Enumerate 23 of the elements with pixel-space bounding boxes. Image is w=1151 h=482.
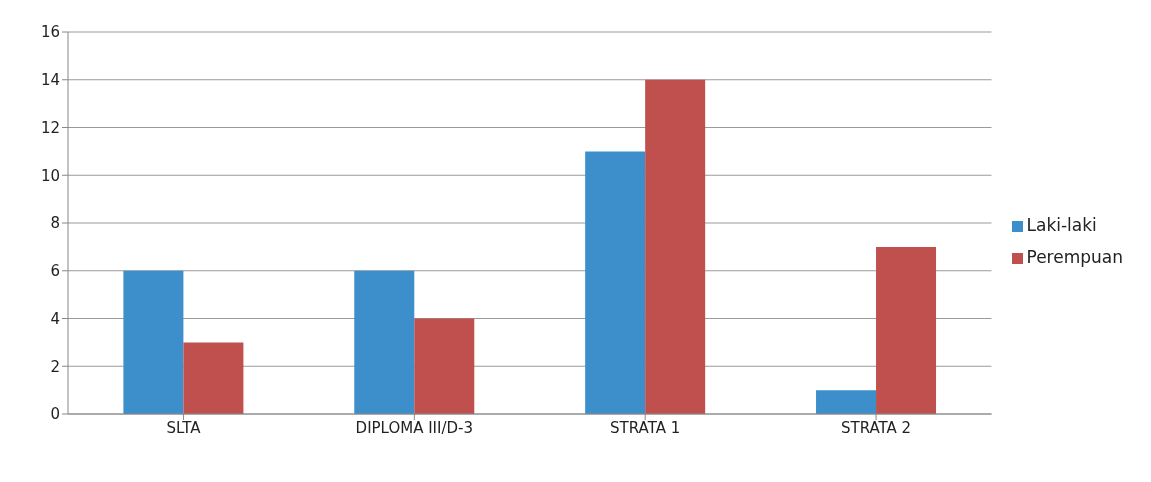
bar [645, 79, 706, 414]
bar [585, 151, 646, 414]
y-tick-label: 8 [50, 214, 60, 233]
bar [876, 246, 937, 414]
bar [354, 270, 415, 414]
y-tick-label: 0 [50, 405, 60, 424]
x-tick-label: STRATA 2 [840, 418, 912, 437]
legend-label: Perempuan [1026, 247, 1123, 267]
x-tick-label: STRATA 1 [610, 418, 681, 437]
x-tick-label: SLTA [166, 418, 202, 437]
y-tick-label: 16 [40, 23, 60, 42]
bar [123, 270, 184, 414]
y-tick-label: 12 [40, 118, 60, 137]
y-tick-label: 4 [50, 309, 60, 328]
bar [183, 342, 244, 414]
y-tick-label: 10 [40, 166, 60, 185]
y-tick-label: 14 [40, 71, 60, 90]
bar [414, 318, 475, 414]
y-tick-label: 6 [50, 262, 60, 281]
y-tick-label: 2 [50, 357, 60, 376]
bar [816, 390, 877, 414]
x-tick-label: DIPLOMA III/D-3 [355, 418, 474, 437]
legend-label: Laki-laki [1026, 215, 1097, 235]
